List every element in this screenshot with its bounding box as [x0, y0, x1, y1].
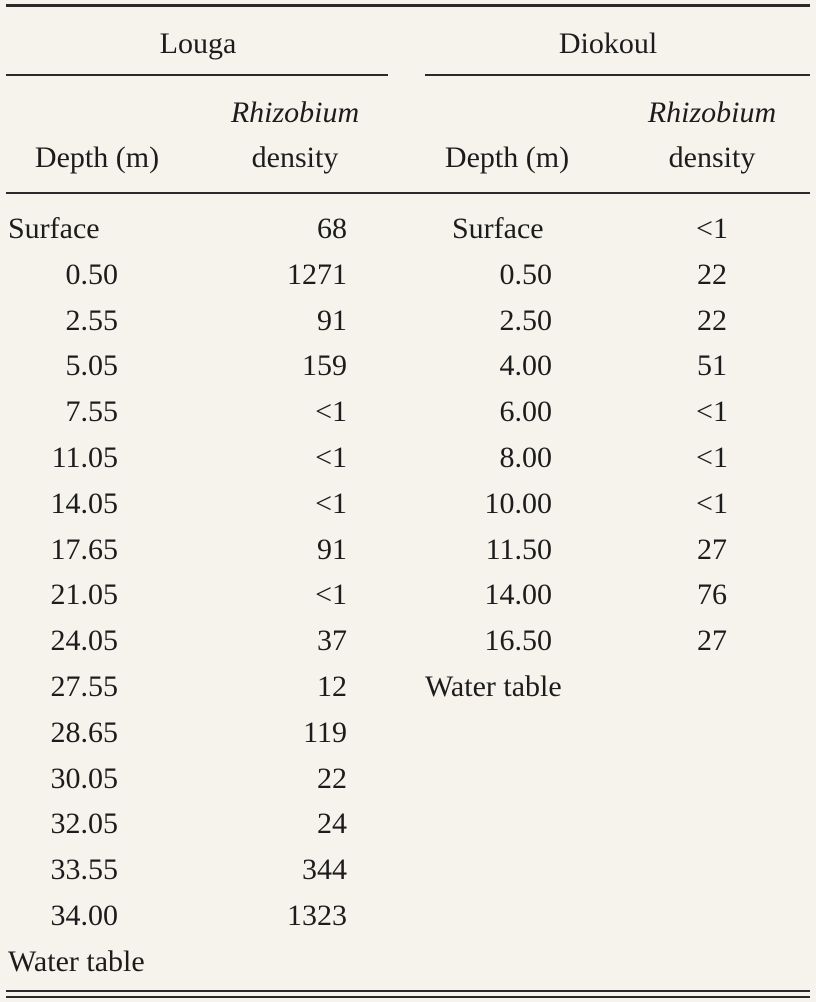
- depth-cell: 0.50: [499, 257, 553, 291]
- depth-cell: Surface: [8, 212, 100, 245]
- depth-cell: 14.05: [50, 486, 119, 520]
- column-header: Depth (m): [34, 141, 160, 174]
- density-cell: 12: [317, 670, 347, 703]
- depth-cell: 17.65: [50, 532, 119, 566]
- depth-cell: 24.05: [50, 624, 119, 658]
- density-cell: 76: [697, 578, 727, 612]
- density-cell: 22: [317, 761, 347, 795]
- density-cell: 344: [302, 853, 347, 887]
- density-cell: <1: [315, 395, 347, 429]
- depth-cell: Surface: [452, 212, 544, 245]
- depth-cell: 7.55: [65, 395, 119, 429]
- column-header: density: [668, 141, 756, 174]
- density-cell: 159: [302, 349, 347, 383]
- density-cell: <1: [696, 441, 728, 474]
- density-cell: 24: [317, 807, 347, 841]
- density-cell: <1: [696, 395, 728, 429]
- depth-cell: 8.00: [499, 441, 553, 474]
- group-rule: [425, 74, 810, 76]
- depth-cell: 2.50: [499, 303, 553, 337]
- depth-cell: 32.05: [50, 807, 119, 841]
- depth-cell: 6.00: [499, 395, 553, 429]
- depth-cell: 2.55: [65, 303, 119, 337]
- column-header: Rhizobium: [647, 96, 777, 129]
- column-header: Rhizobium: [230, 96, 360, 129]
- depth-cell: 14.00: [484, 578, 553, 612]
- density-cell: 37: [317, 624, 347, 658]
- depth-cell: 11.50: [485, 532, 552, 566]
- group-rule: [6, 74, 388, 76]
- depth-cell: 11.05: [51, 441, 118, 474]
- density-cell: 27: [697, 532, 727, 566]
- density-cell: 1271: [287, 257, 347, 291]
- density-cell: 68: [317, 212, 347, 245]
- density-cell: 22: [697, 257, 727, 291]
- depth-cell: 30.05: [50, 761, 119, 795]
- density-cell: <1: [696, 212, 728, 245]
- column-header: Depth (m): [444, 141, 570, 174]
- density-cell: 22: [697, 303, 727, 337]
- depth-cell: 34.00: [50, 899, 119, 932]
- depth-cell: 27.55: [50, 670, 119, 703]
- depth-cell: 5.05: [65, 349, 119, 383]
- depth-cell: 4.00: [499, 349, 553, 383]
- density-cell: <1: [696, 486, 728, 520]
- depth-cell: 10.00: [484, 486, 553, 520]
- header-rule: [6, 192, 810, 194]
- bottom-rule: [6, 996, 810, 998]
- group-header: Louga: [159, 27, 237, 60]
- bottom-rule: [6, 990, 810, 992]
- top-rule: [6, 4, 810, 7]
- density-cell: 1323: [287, 899, 347, 932]
- density-cell: 27: [697, 624, 727, 658]
- group-header: Diokoul: [558, 27, 658, 60]
- density-cell: 119: [303, 715, 347, 749]
- depth-cell: 28.65: [50, 715, 119, 749]
- depth-cell: 33.55: [50, 853, 119, 887]
- footer-cell: Water table: [425, 670, 562, 703]
- density-cell: <1: [315, 441, 347, 474]
- density-cell: 51: [697, 349, 727, 383]
- column-header: density: [251, 141, 339, 174]
- density-cell: <1: [315, 578, 347, 612]
- density-cell: 91: [317, 532, 347, 566]
- footer-cell: Water table: [8, 944, 145, 978]
- density-cell: 91: [317, 303, 347, 337]
- depth-cell: 21.05: [50, 578, 119, 612]
- depth-cell: 16.50: [484, 624, 553, 658]
- density-cell: <1: [315, 486, 347, 520]
- depth-cell: 0.50: [65, 257, 119, 291]
